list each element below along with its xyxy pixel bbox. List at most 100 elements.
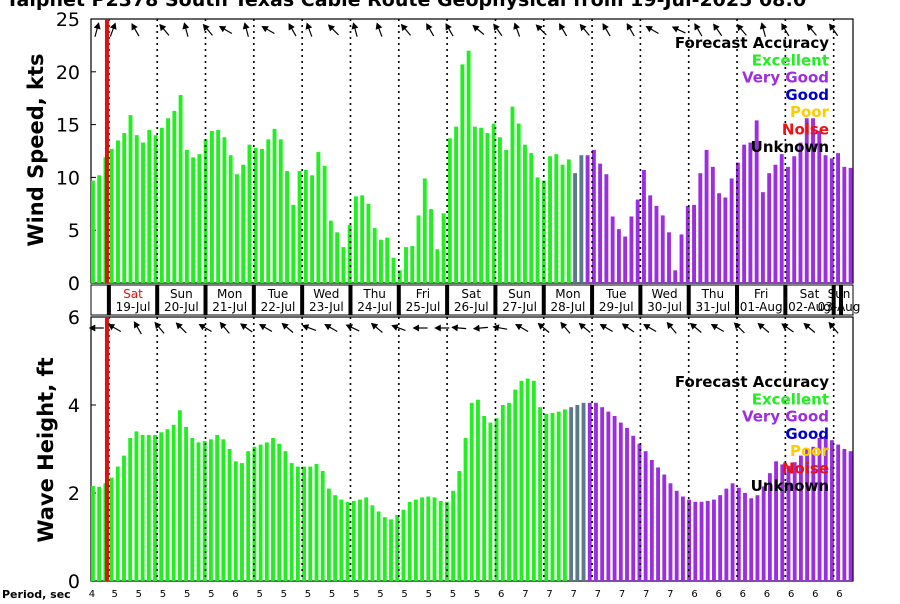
wind-bar (222, 137, 227, 283)
wind-bar (660, 215, 665, 283)
wave-bar (165, 429, 170, 581)
day-date-label: 21-Jul (212, 300, 247, 314)
wave-bar (575, 405, 580, 581)
wave-bar (246, 451, 251, 581)
wave-direction-arrow-icon (391, 324, 406, 331)
wave-bar (792, 462, 797, 581)
wave-bar (115, 466, 120, 581)
day-separator (251, 285, 256, 315)
day-separator (300, 285, 305, 315)
wind-bar (479, 127, 484, 283)
wind-arrow-head (645, 26, 653, 33)
wind-bar (585, 155, 590, 283)
wave-bar (519, 380, 524, 581)
wind-direction-arrow-icon (159, 23, 170, 36)
period-value: 5 (256, 589, 262, 600)
wind-bar (516, 123, 521, 283)
wave-arrow-head (578, 322, 586, 330)
wind-direction-arrow-icon (305, 22, 313, 37)
wave-bar (444, 501, 449, 581)
wave-bar (830, 440, 834, 581)
wave-direction-arrow-icon (175, 322, 187, 334)
wave-bar (594, 402, 598, 581)
wind-bar (435, 249, 440, 283)
wind-bar (560, 164, 565, 283)
wave-arrow-head (472, 324, 480, 332)
wind-arrow-head (671, 26, 680, 33)
wave-bar (544, 413, 549, 581)
wind-bar (735, 162, 740, 283)
wave-bar (196, 442, 201, 581)
wind-direction-arrow-icon (351, 22, 359, 37)
wave-bar (476, 399, 480, 581)
wind-arrow-head (305, 22, 313, 30)
wind-bar (429, 209, 433, 283)
wind-bar (366, 203, 371, 283)
wind-arrow-head (327, 24, 335, 32)
wind-bar (147, 129, 152, 283)
wind-arrow-head (159, 23, 167, 32)
wave-arrow-head (175, 322, 183, 330)
wave-legend-entry: Good (785, 425, 829, 443)
day-label-strip: Sat19-JulSun20-JulMon21-JulTue22-JulWed2… (90, 284, 860, 316)
wave-bar (258, 444, 263, 581)
period-value: 6 (812, 589, 818, 600)
wind-bar (817, 130, 822, 283)
wave-legend-entry: Very Good (742, 408, 829, 426)
wind-arrow-head (602, 23, 609, 31)
wave-arrow-head (412, 324, 420, 332)
wave-direction-arrow-icon (154, 321, 165, 334)
wind-bar (673, 270, 678, 283)
wave-bar (774, 461, 778, 581)
wave-direction-arrow-icon (666, 321, 677, 334)
wave-arrow-head (621, 323, 630, 331)
wave-bar (755, 495, 760, 581)
wave-bar (190, 438, 195, 581)
wind-bar (379, 239, 383, 283)
wave-bar (842, 449, 847, 581)
period-value: 5 (401, 589, 407, 600)
wave-bar (358, 499, 362, 581)
wind-arrow-head (288, 23, 295, 31)
wave-arrow-head (324, 324, 332, 331)
period-value: 7 (619, 589, 625, 600)
wave-bar (97, 486, 102, 581)
period-value: 4 (89, 589, 95, 600)
wave-direction-arrow-icon (757, 322, 770, 333)
wave-direction-arrow-icon (370, 322, 383, 333)
wave-bar (432, 497, 437, 581)
wave-bar (277, 443, 282, 581)
wave-legend-entry: Unknown (751, 477, 829, 495)
wave-direction-arrow-icon (434, 324, 450, 332)
wind-bar (535, 177, 540, 283)
wave-arrow-head (451, 324, 459, 332)
wave-arrow-head (219, 321, 227, 330)
wave-bar (798, 455, 803, 581)
wind-bar (97, 175, 102, 283)
wind-bar (197, 154, 202, 283)
wave-bar (364, 497, 369, 581)
day-name-label: Thu (362, 287, 386, 301)
day-date-label: 19-Jul (116, 300, 151, 314)
wave-direction-arrow-icon (133, 321, 142, 335)
wind-bar (247, 144, 252, 283)
wind-bar (836, 153, 841, 283)
wind-bar (454, 126, 459, 283)
wind-bar (573, 173, 578, 283)
wind-bar (510, 106, 515, 283)
wave-legend-entry: Excellent (752, 390, 829, 408)
wave-bar (662, 474, 667, 581)
wind-direction-arrow-icon (131, 23, 140, 37)
wind-direction-arrow-icon (626, 23, 635, 37)
period-value: 5 (377, 589, 383, 600)
wave-direction-arrow-icon (412, 324, 428, 332)
wind-direction-arrow-icon (472, 24, 485, 35)
wave-bar (159, 432, 164, 581)
wave-direction-arrow-icon (803, 322, 816, 333)
wave-bar (674, 490, 679, 581)
wave-bar (302, 466, 307, 581)
wind-direction-arrow-icon (602, 23, 611, 37)
period-value: 7 (643, 589, 649, 600)
day-name-label: Wed (651, 287, 677, 301)
wave-ylabel: Wave Height, ft (34, 357, 58, 542)
